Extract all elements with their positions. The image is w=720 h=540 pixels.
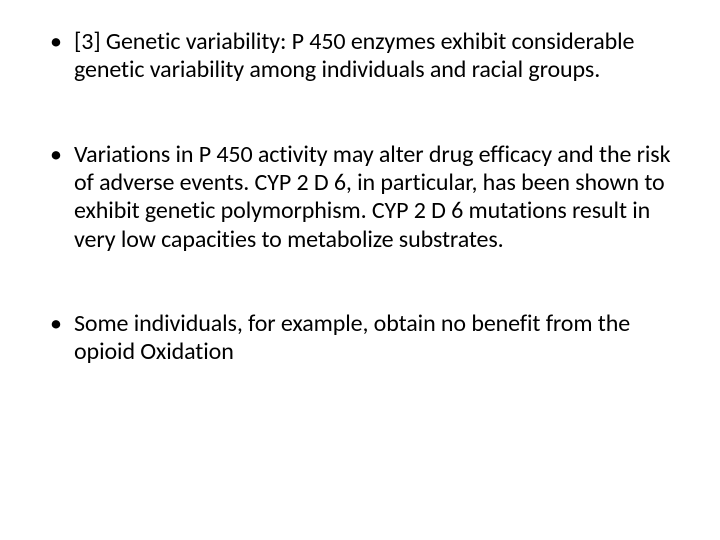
bullet-list: [3] Genetic variability: P 450 enzymes e…	[40, 28, 680, 367]
list-item: Some individuals, for example, obtain no…	[40, 310, 680, 367]
list-item: [3] Genetic variability: P 450 enzymes e…	[40, 28, 680, 85]
bullet-text: Some individuals, for example, obtain no…	[74, 309, 630, 366]
list-item: Variations in P 450 activity may alter d…	[40, 141, 680, 254]
slide: [3] Genetic variability: P 450 enzymes e…	[0, 0, 720, 540]
bullet-text: [3] Genetic variability: P 450 enzymes e…	[74, 27, 634, 84]
bullet-text: Variations in P 450 activity may alter d…	[74, 140, 670, 254]
